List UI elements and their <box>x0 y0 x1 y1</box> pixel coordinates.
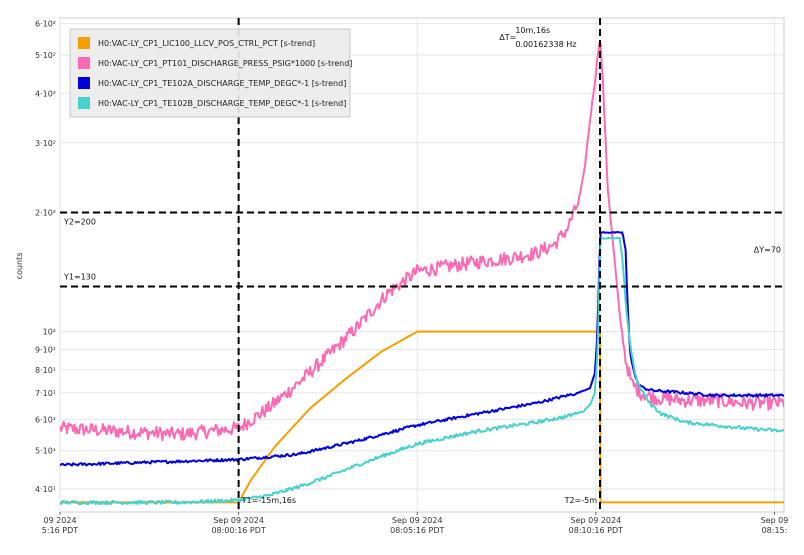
delta-t-prefix: ΔT= <box>499 33 516 42</box>
legend-entry-label: H0:VAC-LY_CP1_LIC100_LLCV_POS_CTRL_PCT [… <box>98 39 315 48</box>
legend-swatch <box>78 57 90 69</box>
legend-box <box>69 28 351 118</box>
cursor-t1-label: T1=-15m,16s <box>241 496 296 505</box>
y-tick-label: 10² <box>43 328 56 337</box>
y-tick-label: 5·10¹ <box>35 447 56 456</box>
x-tick-label: 08:15: <box>762 526 788 535</box>
x-tick-label: Sep 09 2024 <box>392 516 443 525</box>
y-tick-label: 8·10¹ <box>35 366 56 375</box>
delta-t-frequency: 0.00162338 Hz <box>515 40 576 49</box>
x-tick-label: 08:10:16 PDT <box>569 526 623 535</box>
cursor-y2-label: Y2=200 <box>63 217 96 226</box>
legend-entry-label: H0:VAC-LY_CP1_TE102A_DISCHARGE_TEMP_DEGC… <box>98 79 346 88</box>
x-tick-label: Sep 09 <box>761 516 789 525</box>
legend-entry-label: H0:VAC-LY_CP1_PT101_DISCHARGE_PRESS_PSIG… <box>98 59 352 68</box>
delta-y-label: ΔY=70 <box>754 245 781 254</box>
x-tick-label: 08:00:16 PDT <box>211 526 265 535</box>
x-tick-label: Sep 09 2024 <box>571 516 622 525</box>
x-tick-label: 5:16 PDT <box>42 526 78 535</box>
x-tick-label: Sep 09 2024 <box>213 516 264 525</box>
y-axis: 4·10¹ 5·10¹ 6·10¹ 7·10¹ 8·10¹ 9·10¹ 10² 2·10² 3·… <box>35 20 56 494</box>
y-tick-label: 5·10² <box>35 51 56 60</box>
series-line-2 <box>60 41 784 442</box>
y-tick-label: 4·10¹ <box>35 485 56 494</box>
delta-t-value: 10m,16s <box>515 26 550 35</box>
y-tick-label: 2·10² <box>35 208 56 217</box>
cursor-y1-label: Y1=130 <box>63 272 96 281</box>
legend: H0:VAC-LY_CP1_LIC100_LLCV_POS_CTRL_PCT [… <box>69 28 352 118</box>
legend-swatch <box>78 97 90 109</box>
y-tick-label: 4·10² <box>35 89 56 98</box>
y-tick-label: 3·10² <box>35 139 56 148</box>
x-tick-label: 08:05:16 PDT <box>390 526 444 535</box>
series-line-4 <box>60 236 784 506</box>
series-line-3 <box>60 231 784 467</box>
legend-swatch <box>78 77 90 89</box>
legend-entry-label: H0:VAC-LY_CP1_TE102B_DISCHARGE_TEMP_DEGC… <box>98 99 346 108</box>
cursor-t2-label: T2=-5m <box>564 496 598 505</box>
y-tick-label: 6·10² <box>35 20 56 29</box>
x-tick-label: 09 2024 <box>43 516 76 525</box>
y-tick-label: 6·10¹ <box>35 415 56 424</box>
y-tick-label: 7·10¹ <box>35 389 56 398</box>
y-tick-label: 9·10¹ <box>35 346 56 355</box>
legend-swatch <box>78 37 90 49</box>
y-axis-label: counts <box>15 253 24 280</box>
